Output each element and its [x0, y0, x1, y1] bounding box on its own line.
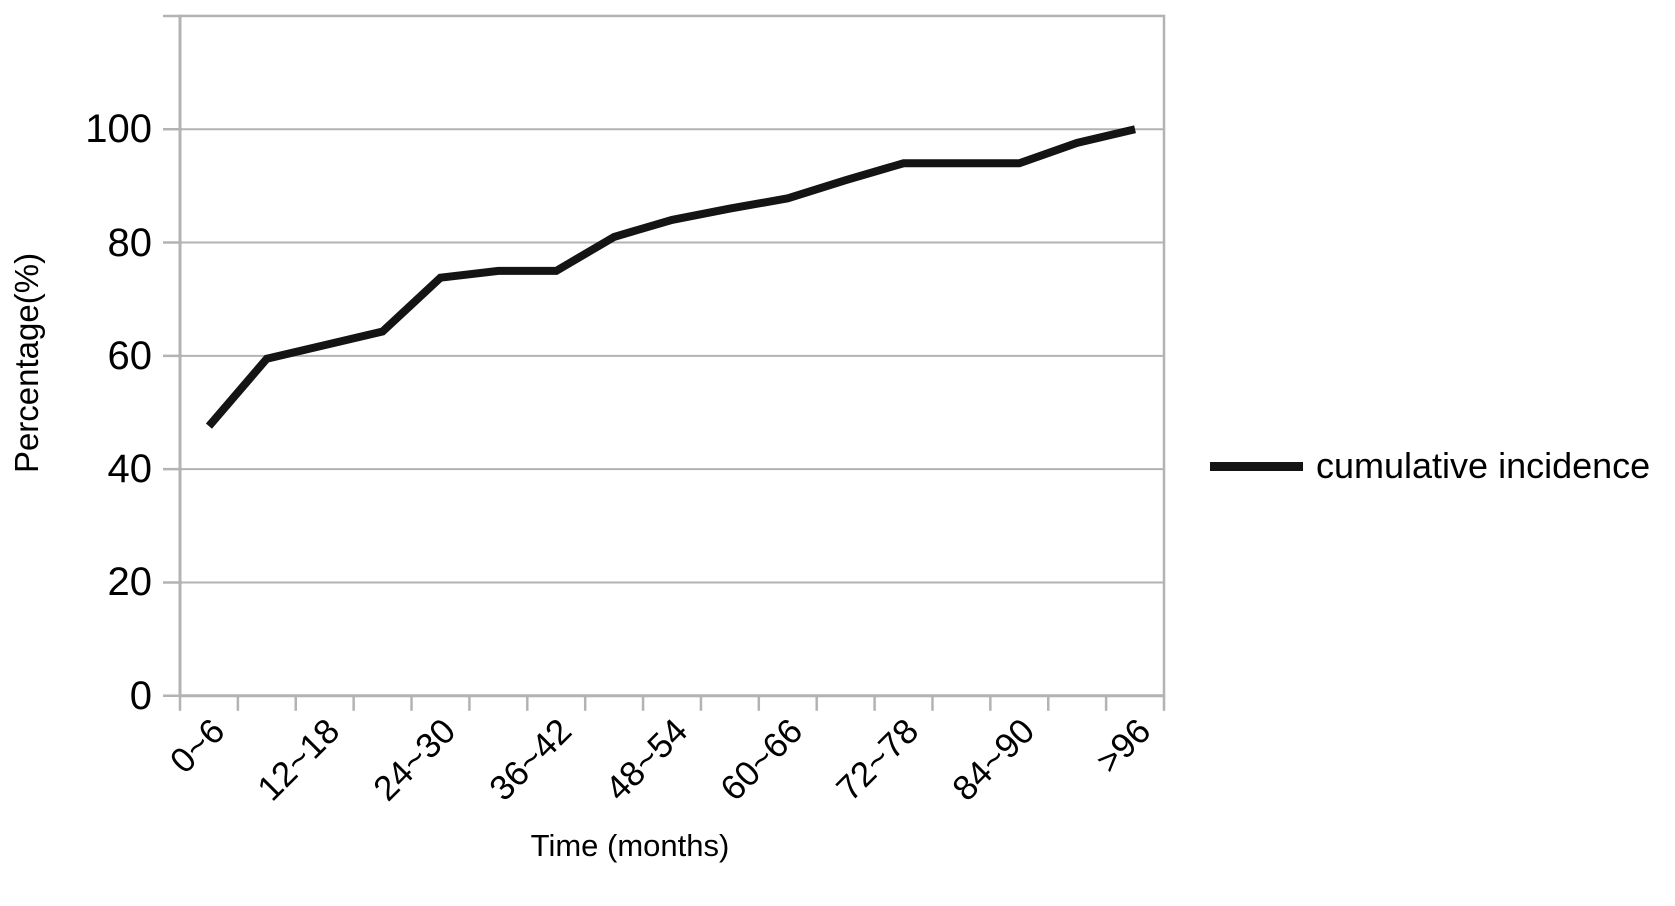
- legend-line-swatch: [1210, 461, 1303, 471]
- y-tick-label-20: 20: [107, 560, 153, 605]
- y-tick-label-60: 60: [107, 333, 153, 378]
- y-tick-label-100: 100: [85, 107, 152, 152]
- y-tick-label-80: 80: [107, 220, 153, 265]
- x-axis-title: Time (months): [530, 828, 730, 863]
- legend: cumulative incidence: [1210, 444, 1650, 488]
- y-tick-label-40: 40: [107, 447, 153, 492]
- legend-label: cumulative incidence: [1316, 445, 1651, 486]
- y-axis-title: Percentage(%): [8, 252, 45, 474]
- cumulative-incidence-line: [205, 125, 1136, 429]
- y-tick-label-0: 0: [129, 673, 152, 718]
